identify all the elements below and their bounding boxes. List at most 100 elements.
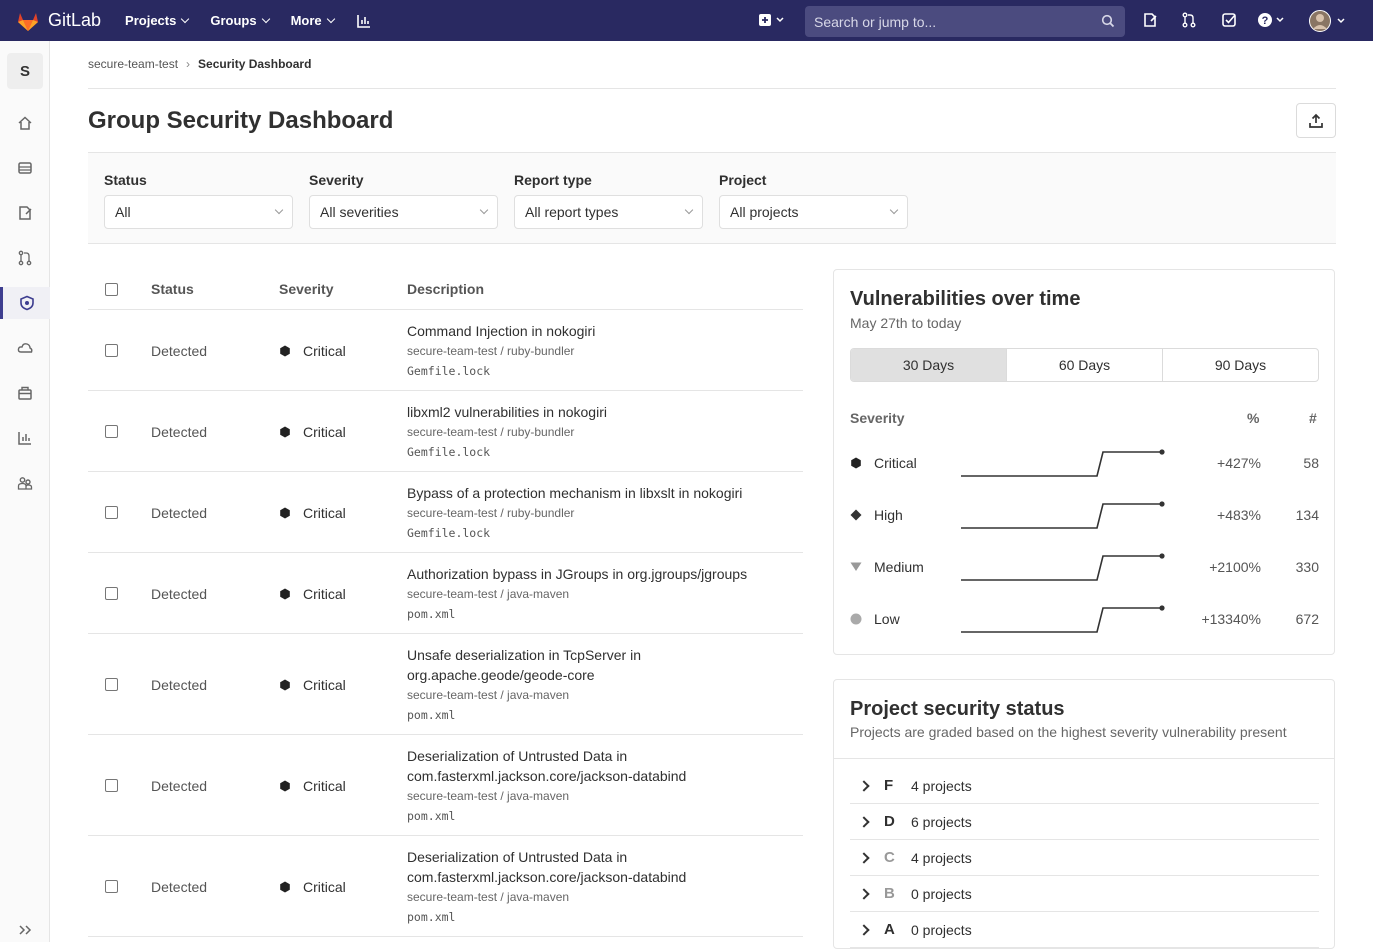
- chevron-down-icon: [889, 205, 899, 215]
- user-avatar-menu[interactable]: [1309, 10, 1349, 37]
- range-30-days-button[interactable]: 30 Days: [851, 349, 1007, 381]
- grade-row-b[interactable]: B 0 projects: [850, 876, 1319, 912]
- new-item-plus-icon[interactable]: [758, 12, 786, 33]
- sparkline: [961, 501, 1165, 529]
- vulnerability-title-link[interactable]: Deserialization of Untrusted Data in com…: [407, 748, 687, 784]
- sidebar-item-issues[interactable]: [0, 197, 50, 229]
- description-cell: Authorization bypass in JGroups in org.j…: [407, 564, 792, 624]
- group-avatar[interactable]: S: [7, 53, 43, 89]
- chevron-down-icon: [326, 14, 335, 24]
- issues-icon[interactable]: [1142, 12, 1158, 33]
- chevron-down-icon: [274, 205, 284, 215]
- row-checkbox[interactable]: [105, 344, 118, 357]
- grade-row-c[interactable]: C 4 projects: [850, 840, 1319, 876]
- export-button[interactable]: [1296, 103, 1336, 138]
- sidebar-item-overview[interactable]: [0, 107, 50, 139]
- sidebar-item-kubernetes[interactable]: [0, 332, 50, 364]
- sparkline: [961, 449, 1165, 477]
- severity-trend-row: High +483% 134: [850, 501, 1319, 529]
- project-name: secure-team-test / java-maven: [407, 890, 570, 904]
- table-row[interactable]: Detected Critical Authorization bypass in …: [88, 553, 803, 634]
- table-row[interactable]: Detected Critical Deserialization of Untru…: [88, 735, 803, 836]
- status-cell: Detected: [151, 505, 208, 521]
- severity-dropdown[interactable]: All severities: [309, 195, 498, 229]
- table-row[interactable]: Detected Critical Command Injection in nok…: [88, 310, 803, 391]
- project-dropdown[interactable]: All projects: [719, 195, 908, 229]
- description-cell: Bypass of a protection mechanism in libx…: [407, 483, 792, 543]
- table-row[interactable]: Detected Critical Bypass of a protection m…: [88, 472, 803, 553]
- search-input[interactable]: Search or jump to...: [805, 6, 1125, 37]
- merge-request-icon: [18, 250, 32, 266]
- breadcrumb-parent[interactable]: secure-team-test: [88, 57, 179, 71]
- description-cell: Command Injection in nokogiri secure-team…: [407, 321, 792, 381]
- vulnerability-table: Status Severity Description Detected Crit…: [88, 270, 803, 937]
- help-icon[interactable]: ?: [1257, 12, 1287, 33]
- critical-severity-icon: [280, 881, 290, 893]
- sidebar-item-epics[interactable]: [0, 152, 50, 184]
- nav-groups[interactable]: Groups: [210, 13, 270, 29]
- sidebar-item-security[interactable]: [0, 287, 50, 319]
- export-icon: [1309, 113, 1323, 128]
- activity-chart-icon[interactable]: [356, 13, 372, 29]
- column-header-severity[interactable]: Severity: [279, 281, 334, 297]
- table-row[interactable]: Detected Critical Unsafe deserialization i…: [88, 634, 803, 735]
- sparkline: [961, 605, 1165, 633]
- vulnerability-title-link[interactable]: libxml2 vulnerabilities in nokogiri: [407, 404, 607, 420]
- nav-projects[interactable]: Projects: [125, 13, 190, 29]
- grade-row-d[interactable]: D 6 projects: [850, 804, 1319, 840]
- sidebar-item-packages[interactable]: [0, 377, 50, 409]
- row-checkbox[interactable]: [105, 880, 118, 893]
- card-title: Vulnerabilities over time: [850, 288, 1081, 310]
- vulnerability-title-link[interactable]: Deserialization of Untrusted Data in com…: [407, 849, 687, 885]
- sidebar-item-members[interactable]: [0, 467, 50, 499]
- grade-row-f[interactable]: F 4 projects: [850, 768, 1319, 804]
- filter-report-type: Report type All report types: [514, 172, 703, 229]
- low-severity-icon: [850, 613, 862, 625]
- divider: [834, 758, 1334, 759]
- breadcrumb-current[interactable]: Security Dashboard: [198, 57, 312, 71]
- filter-label: Project: [719, 172, 767, 188]
- vulnerability-title-link[interactable]: Bypass of a protection mechanism in libx…: [407, 485, 743, 501]
- status-dropdown[interactable]: All: [104, 195, 293, 229]
- select-all-checkbox[interactable]: [105, 283, 118, 296]
- nav-more[interactable]: More: [291, 13, 335, 29]
- sidebar-item-analytics[interactable]: [0, 422, 50, 454]
- severity-column-header: Severity: [850, 410, 905, 426]
- app-name: GitLab: [48, 10, 102, 30]
- table-row[interactable]: Detected Critical libxml2 vulnerabilities …: [88, 391, 803, 472]
- sparkline: [961, 553, 1165, 581]
- chevron-down-icon: [684, 205, 694, 215]
- todos-icon[interactable]: [1221, 12, 1237, 33]
- vulnerability-title-link[interactable]: Command Injection in nokogiri: [407, 323, 596, 339]
- status-cell: Detected: [151, 343, 208, 359]
- row-checkbox[interactable]: [105, 425, 118, 438]
- row-checkbox[interactable]: [105, 678, 118, 691]
- project-name: secure-team-test / java-maven: [407, 688, 570, 702]
- merge-requests-icon[interactable]: [1181, 12, 1197, 33]
- vulnerability-title-link[interactable]: Authorization bypass in JGroups in org.j…: [407, 566, 748, 582]
- vulnerability-title-link[interactable]: Unsafe deserialization in TcpServer in o…: [407, 647, 641, 683]
- row-checkbox[interactable]: [105, 506, 118, 519]
- cloud-icon: [17, 343, 33, 353]
- description-cell: Deserialization of Untrusted Data in com…: [407, 746, 792, 826]
- severity-cell: Critical: [279, 778, 346, 794]
- filter-status: Status All: [104, 172, 293, 229]
- range-90-days-button[interactable]: 90 Days: [1214, 357, 1267, 373]
- filter-label: Status: [104, 172, 147, 188]
- grade-row-a[interactable]: A 0 projects: [850, 912, 1319, 948]
- filter-project: Project All projects: [719, 172, 908, 229]
- row-checkbox[interactable]: [105, 587, 118, 600]
- percent-change: +2100%: [1209, 559, 1261, 575]
- collapse-sidebar-button[interactable]: [0, 914, 50, 946]
- vulnerability-count: 672: [1295, 611, 1319, 627]
- chevron-down-icon: [181, 14, 190, 24]
- report-type-dropdown[interactable]: All report types: [514, 195, 703, 229]
- table-row[interactable]: Detected Critical Deserialization of Untru…: [88, 836, 803, 937]
- gitlab-logo[interactable]: GitLab: [16, 10, 101, 32]
- range-60-days-button[interactable]: 60 Days: [1007, 349, 1163, 381]
- left-sidebar: S: [0, 41, 50, 942]
- column-header-status[interactable]: Status: [151, 281, 194, 297]
- column-header-description[interactable]: Description: [407, 281, 485, 297]
- sidebar-item-merge-requests[interactable]: [0, 242, 50, 274]
- row-checkbox[interactable]: [105, 779, 118, 792]
